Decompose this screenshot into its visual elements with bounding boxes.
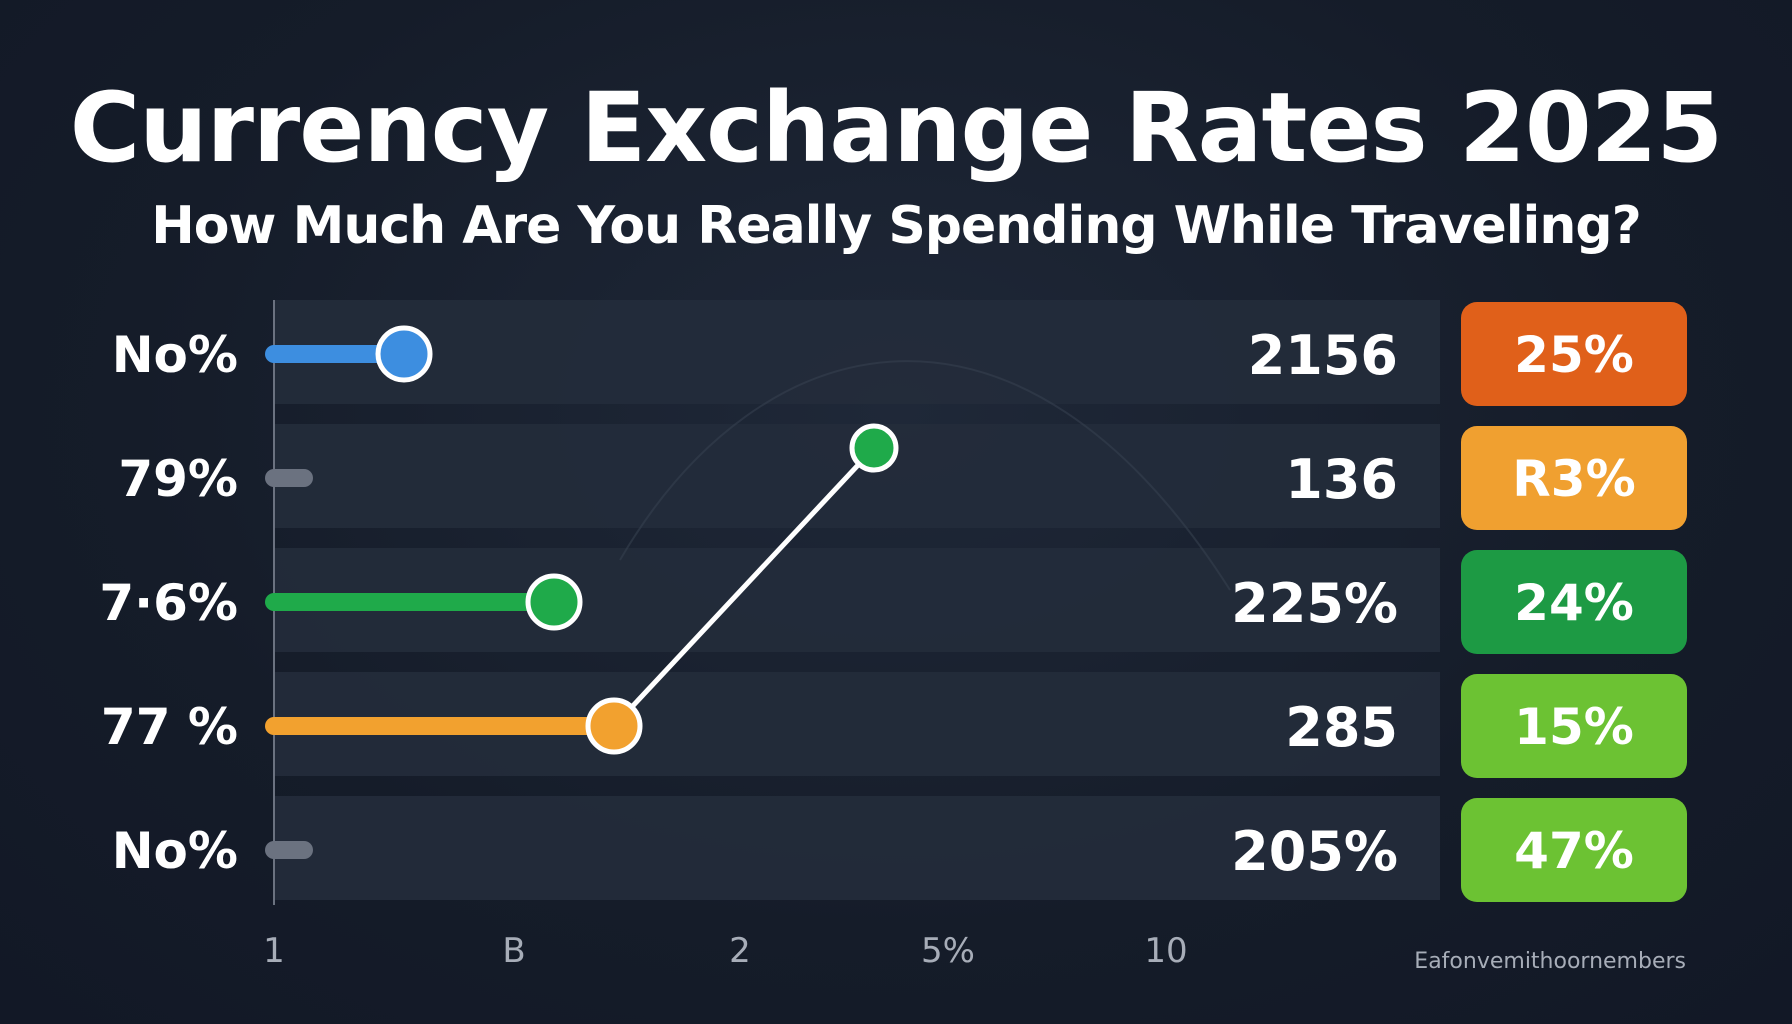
badge-label: 25%	[1514, 326, 1634, 384]
badge	[1461, 798, 1687, 902]
row-value: 205%	[1231, 820, 1398, 883]
row-label: 7·6%	[99, 574, 238, 632]
badge-label: 15%	[1514, 698, 1634, 756]
row-label: 79%	[118, 450, 238, 508]
badge-label: R3%	[1512, 450, 1635, 508]
x-tick-label: 2	[729, 931, 751, 971]
connector-marker	[849, 423, 899, 473]
chart-title: Currency Exchange Rates 2025	[69, 72, 1723, 184]
row-labels: No% 79% 7·6% 77 % No%	[99, 326, 238, 880]
marker	[375, 325, 433, 383]
badges: 25% R3% 24% 15% 47%	[1461, 302, 1687, 902]
badge	[1461, 550, 1687, 654]
x-tick-label: B	[502, 931, 525, 971]
badge	[1461, 426, 1687, 530]
badge	[1461, 302, 1687, 406]
x-tick-label: 1	[263, 931, 285, 971]
badge-label: 47%	[1514, 822, 1634, 880]
x-tick-label: 5%	[921, 931, 975, 971]
row-value: 2156	[1248, 324, 1398, 387]
row-band	[274, 300, 1440, 404]
source-text: Eafonvemithoornembers	[1414, 949, 1686, 974]
marker	[585, 697, 643, 755]
row-label: No%	[112, 822, 238, 880]
right-values: 2156 136 225% 285 205%	[1231, 324, 1398, 883]
row-label: 77 %	[101, 698, 238, 756]
row-label: No%	[112, 326, 238, 384]
bars	[265, 345, 623, 859]
row-value: 136	[1285, 448, 1398, 511]
badge-label: 24%	[1514, 574, 1634, 632]
x-tick-label: 10	[1144, 931, 1187, 971]
x-tick-labels: 1 B 2 5% 10	[263, 931, 1187, 971]
background-curve	[619, 360, 1231, 591]
connector-line	[612, 446, 876, 728]
marker	[525, 573, 583, 631]
row-value: 285	[1285, 696, 1398, 759]
markers	[375, 325, 899, 755]
row-value: 225%	[1231, 572, 1398, 635]
connector-segment	[612, 446, 876, 728]
chart-subtitle: How Much Are You Really Spending While T…	[151, 196, 1642, 256]
badge	[1461, 674, 1687, 778]
row-band	[274, 796, 1440, 900]
